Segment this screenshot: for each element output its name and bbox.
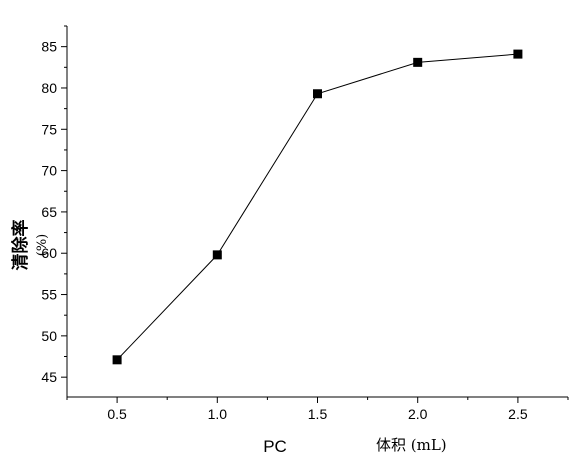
x-tick-label: 2.0 bbox=[408, 406, 428, 422]
y-tick-label: 55 bbox=[41, 287, 57, 303]
x-axis-label: PC bbox=[263, 437, 287, 456]
series bbox=[112, 49, 523, 365]
x-axis-unit-label: 体积 (mL) bbox=[376, 436, 447, 454]
series-line bbox=[116, 53, 518, 361]
data-point bbox=[513, 49, 523, 59]
x-tick-label: 0.5 bbox=[107, 406, 127, 422]
y-tick-label: 60 bbox=[41, 245, 57, 261]
y-tick-label: 65 bbox=[41, 204, 57, 220]
x-ticks: 0.5 1.0 1.5 2.0 2.5 bbox=[66, 397, 569, 422]
x-tick-label: 2.5 bbox=[508, 406, 528, 422]
data-point bbox=[112, 355, 122, 365]
y-axis-unit-label: (%) bbox=[35, 234, 50, 257]
data-point bbox=[212, 250, 222, 260]
y-tick-label: 70 bbox=[41, 163, 57, 179]
y-tick-label: 50 bbox=[41, 328, 57, 344]
y-tick-label: 45 bbox=[41, 369, 57, 385]
axes bbox=[66, 26, 568, 398]
data-point bbox=[413, 57, 423, 67]
y-tick-label: 80 bbox=[41, 80, 57, 96]
data-point bbox=[313, 89, 322, 99]
y-tick-label: 85 bbox=[41, 39, 57, 55]
y-ticks: 45 50 55 60 65 70 75 80 85 bbox=[41, 25, 67, 385]
y-axis-label: 清除率 bbox=[10, 220, 31, 271]
x-tick-label: 1.5 bbox=[308, 406, 328, 422]
x-tick-label: 1.0 bbox=[208, 406, 228, 422]
y-tick-label: 75 bbox=[41, 121, 57, 137]
